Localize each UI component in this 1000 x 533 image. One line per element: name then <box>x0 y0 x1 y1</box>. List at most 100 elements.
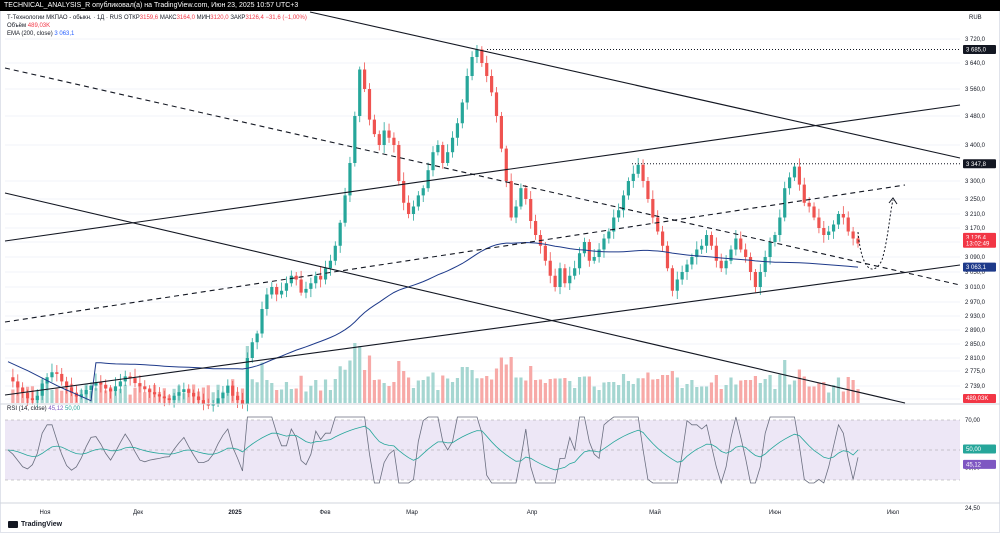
candle-body <box>25 392 30 399</box>
price-tag-label: 13:02:49 <box>966 241 990 247</box>
candle-body <box>255 333 259 343</box>
candle-body <box>758 272 762 287</box>
volume-bar <box>372 380 376 403</box>
high-label: МАКС <box>159 15 177 21</box>
candle-body <box>328 260 333 269</box>
volume-bar <box>729 377 733 403</box>
candle-body <box>367 89 372 120</box>
rsi-label: RSI (14, close) <box>7 406 47 412</box>
candle-body <box>480 49 484 63</box>
price-tag-level: 3 347,8 <box>963 159 996 169</box>
volume-bar <box>592 386 596 403</box>
volume-bar <box>665 375 670 403</box>
candle-body <box>470 57 474 76</box>
candle-body <box>504 148 508 181</box>
price-tag-box <box>963 159 996 169</box>
volume-legend[interactable]: Объём 489,03K <box>7 22 50 30</box>
candle-body <box>275 287 279 295</box>
candle-body <box>387 130 391 138</box>
candle-body <box>739 238 743 250</box>
volume-bar <box>753 376 758 403</box>
candle-body <box>162 396 166 399</box>
volume-bar <box>817 382 821 403</box>
volume-bar <box>363 370 367 403</box>
candle-body <box>211 403 215 406</box>
candle-body <box>592 257 596 261</box>
candle-body <box>206 403 210 406</box>
volume-bar <box>822 382 826 403</box>
price-tag-label: 3 685,0 <box>966 48 987 54</box>
candle-body <box>670 268 674 291</box>
volume-bar <box>558 378 562 403</box>
volume-bar <box>60 390 64 403</box>
volume-bar <box>338 366 342 403</box>
close-label: ЗАКР <box>230 15 246 21</box>
volume-bar <box>553 378 557 403</box>
volume-bar <box>490 379 494 403</box>
candle-body <box>763 257 767 272</box>
candle-body <box>108 388 113 392</box>
volume-bar <box>773 389 777 403</box>
volume-bar <box>670 371 674 403</box>
volume-bar <box>94 388 98 403</box>
candle-body <box>700 245 704 250</box>
candle-body <box>612 217 616 232</box>
volume-bar <box>621 374 626 403</box>
ema-value: 3 063,1 <box>54 31 75 37</box>
volume-bar <box>714 375 718 403</box>
volume-bar <box>343 369 347 403</box>
candle-body <box>602 238 606 250</box>
projection-arrow-icon <box>888 197 898 205</box>
volume-bar <box>436 390 440 403</box>
currency-label: RUB <box>969 15 982 21</box>
candle-body <box>802 184 806 203</box>
projected-path <box>857 199 894 270</box>
volume-bar <box>402 371 406 403</box>
candle-body <box>99 382 103 385</box>
candle-body <box>182 389 186 393</box>
rsi-tag-box <box>963 444 996 454</box>
volume-bar <box>792 380 797 403</box>
x-tick-label: Дек <box>133 510 143 516</box>
candle-body <box>529 199 533 221</box>
volume-bar <box>255 382 259 403</box>
candle-body <box>446 152 450 163</box>
volume-bar <box>426 376 430 403</box>
volume-bar <box>446 378 450 403</box>
y-tick-label: 2 930,0 <box>965 314 986 320</box>
volume-bar <box>656 379 660 403</box>
candle-body <box>118 381 122 387</box>
volume-bar <box>568 381 572 403</box>
rsi-tick-label: 24,50 <box>965 506 981 512</box>
candle-body <box>685 264 689 272</box>
y-tick-label: 3 400,0 <box>965 143 986 149</box>
volume-bar <box>113 392 118 403</box>
volume-bar <box>250 379 254 403</box>
descending-channel-lower <box>4 192 906 404</box>
candle-body <box>660 231 665 246</box>
price-tag-box <box>963 238 996 248</box>
tradingview-logo[interactable]: TradingView <box>8 521 62 528</box>
candle-body <box>343 195 347 223</box>
price-tag-ema: 3 063,1 <box>963 262 996 272</box>
candle-body <box>65 381 69 388</box>
volume-bar <box>827 392 831 403</box>
ema-legend[interactable]: EMA (200, close) 3 063,1 <box>7 30 74 38</box>
candle-body <box>499 116 503 149</box>
candle-body <box>436 145 440 153</box>
candle-body <box>55 372 59 374</box>
rsi-legend[interactable]: RSI (14, close) 45,12 50,00 <box>7 405 80 413</box>
volume-bar <box>377 379 381 403</box>
volume-bar <box>431 372 435 403</box>
candle-body <box>553 275 557 287</box>
candle-body <box>113 386 118 392</box>
candle-body <box>411 206 416 214</box>
volume-bar <box>485 376 489 403</box>
candle-body <box>709 235 714 246</box>
candle-body <box>509 181 513 218</box>
volume-bar <box>348 360 352 403</box>
candle-body <box>50 372 54 378</box>
volume-bar <box>11 389 15 403</box>
